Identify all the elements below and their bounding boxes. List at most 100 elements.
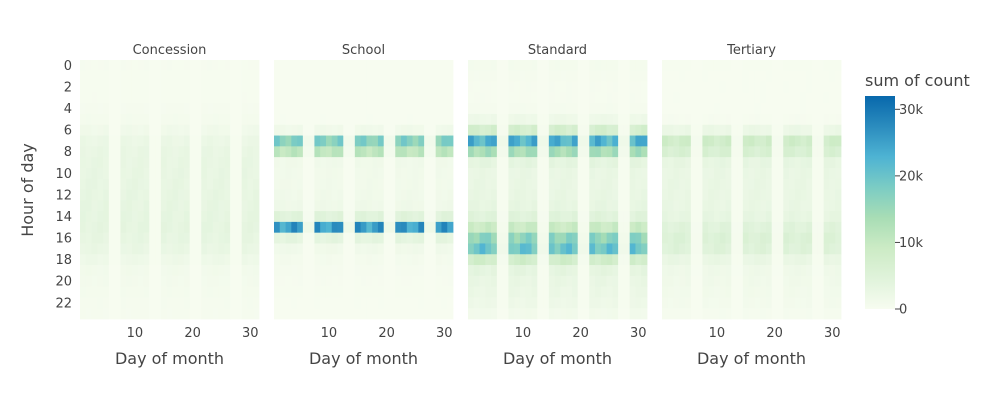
heat-cell <box>525 211 532 223</box>
heat-cell <box>783 167 790 180</box>
heat-cell <box>424 167 431 180</box>
heat-cell <box>285 157 292 169</box>
heat-cell <box>519 92 527 104</box>
heat-cell <box>218 178 225 190</box>
heat-cell <box>247 81 254 93</box>
heat-cell <box>708 189 715 201</box>
heat-cell <box>189 211 196 223</box>
heat-cell <box>713 70 721 82</box>
heat-cell <box>742 200 750 212</box>
heat-cell <box>166 178 173 190</box>
heat-cell <box>207 113 214 126</box>
heat-cell <box>742 286 750 298</box>
y-tick-label: 16 <box>55 232 72 247</box>
heat-cell <box>372 178 379 190</box>
heat-cell <box>629 157 636 169</box>
heat-cell <box>623 113 631 126</box>
heat-cell <box>274 308 281 320</box>
heat-cell <box>606 157 613 169</box>
heat-cell <box>835 189 842 201</box>
heat-cell <box>690 135 698 147</box>
heat-cell <box>183 200 191 212</box>
heat-cell <box>291 200 298 212</box>
heat-cell <box>178 308 185 320</box>
heat-cell <box>719 211 726 223</box>
heat-cell <box>103 211 110 223</box>
heat-cell <box>253 189 260 201</box>
heat-cell <box>777 275 784 288</box>
heat-cell <box>748 70 755 82</box>
heat-cell <box>325 308 333 320</box>
heat-cell <box>696 221 703 234</box>
heat-cell <box>343 275 350 288</box>
heat-cell <box>696 178 703 190</box>
heat-cell <box>641 103 648 115</box>
heat-cell <box>230 254 237 266</box>
heat-cell <box>424 286 431 298</box>
x-tick-label: 30 <box>630 326 647 341</box>
heat-cell <box>253 243 260 255</box>
heat-cell <box>554 157 561 169</box>
heat-cell <box>589 135 596 147</box>
heat-cell <box>302 113 310 126</box>
heat-cell <box>702 211 709 223</box>
heat-cell <box>424 113 431 126</box>
heat-cell <box>543 211 550 223</box>
heat-cell <box>143 92 150 104</box>
heat-cell <box>166 167 173 180</box>
heat-cell <box>253 81 260 93</box>
heat-cell <box>719 92 726 104</box>
heat-cell <box>131 221 139 234</box>
heat-cell <box>641 232 648 244</box>
heat-cell <box>320 297 327 309</box>
heat-cell <box>817 167 825 180</box>
heat-cell <box>285 113 292 126</box>
heat-cell <box>91 189 98 201</box>
heat-cell <box>297 189 304 201</box>
heat-cell <box>166 221 173 234</box>
heat-cell <box>571 167 579 180</box>
heat-cell <box>285 103 292 115</box>
heat-cell <box>337 211 344 223</box>
heat-cell <box>577 211 584 223</box>
heat-cell <box>479 211 486 223</box>
x-tick-label: 20 <box>572 326 589 341</box>
heat-cell <box>662 265 669 277</box>
heat-cell <box>508 81 515 93</box>
heat-cell <box>424 157 431 169</box>
heat-cell <box>429 221 437 234</box>
heat-cell <box>241 189 248 201</box>
heat-cell <box>571 200 579 212</box>
heat-cell <box>817 243 825 255</box>
heat-cell <box>354 243 362 255</box>
heat-cell <box>285 243 292 255</box>
heat-cell <box>274 232 281 244</box>
heat-cell <box>235 254 243 266</box>
heat-cell <box>662 297 669 309</box>
heat-cell <box>247 60 254 72</box>
heat-cell <box>754 81 761 93</box>
heat-cell <box>160 103 168 115</box>
heat-cell <box>829 232 836 244</box>
heat-cell <box>126 232 133 244</box>
heat-cell <box>395 81 402 93</box>
heat-cell <box>543 178 550 190</box>
heat-cell <box>337 286 344 298</box>
heat-cell <box>97 286 104 298</box>
heat-cell <box>160 232 168 244</box>
heat-cell <box>748 92 755 104</box>
heat-cell <box>537 157 544 169</box>
heat-cell <box>120 254 127 266</box>
heat-cell <box>519 243 527 255</box>
heat-cell <box>155 200 162 212</box>
heat-cell <box>800 308 807 320</box>
heat-cell <box>166 200 173 212</box>
heat-cell <box>531 308 538 320</box>
heat-cell <box>201 70 208 82</box>
heat-cell <box>508 103 515 115</box>
heat-cell <box>120 200 127 212</box>
heat-cell <box>297 232 304 244</box>
heat-cell <box>560 200 567 212</box>
heat-cell <box>473 221 480 234</box>
